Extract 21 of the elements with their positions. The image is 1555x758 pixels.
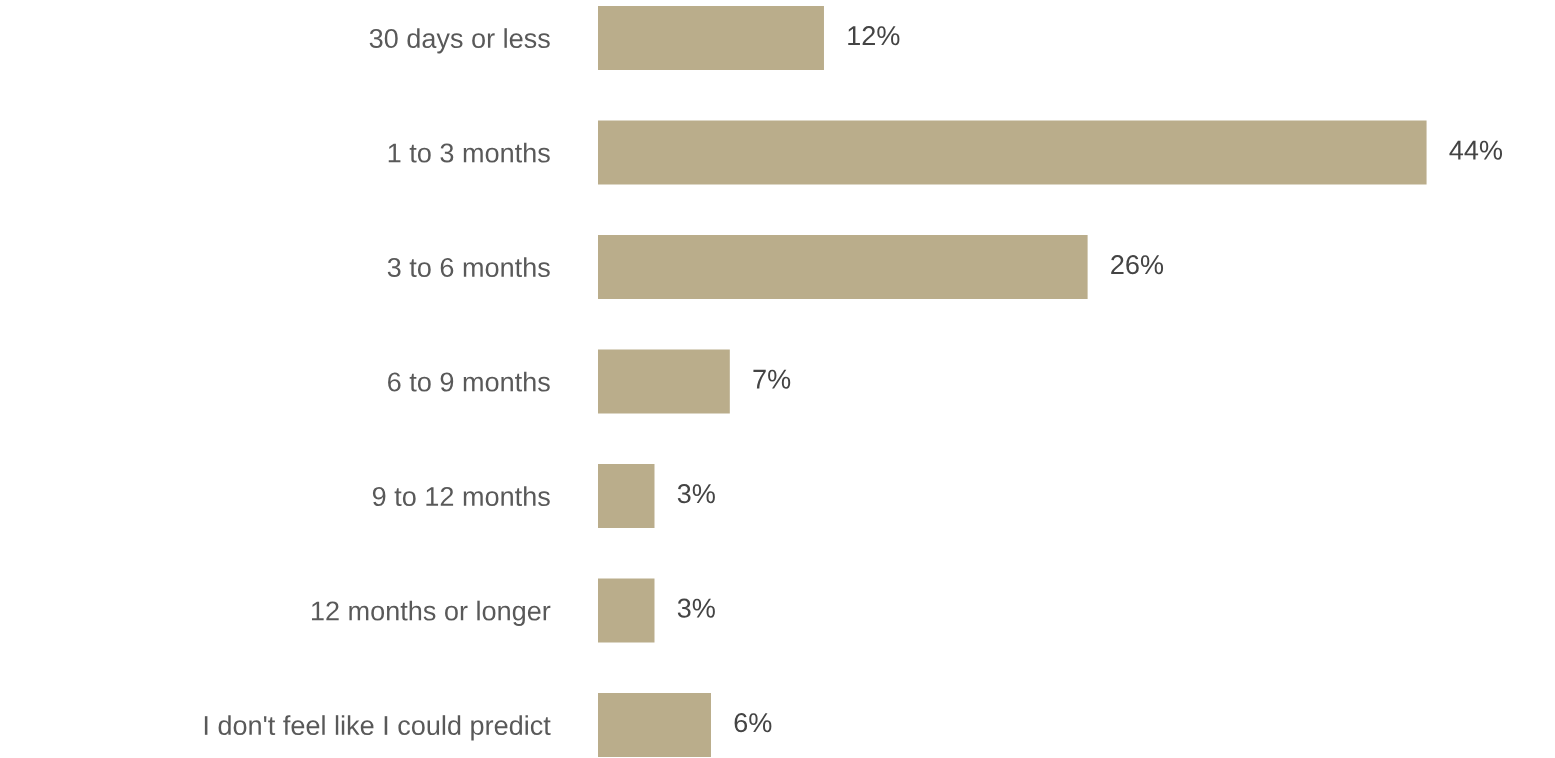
data-label: 26% [1111,255,1164,275]
data-label: 7% [753,369,791,389]
y-tick-label: 1 to 3 months [388,142,550,163]
y-tick-label: I don't feel like I could predict [204,715,551,741]
bar [598,5,824,71]
y-tick-label: 9 to 12 months [372,486,550,507]
bar [598,234,1088,300]
data-label: 3% [677,484,715,504]
y-tick-label: 6 to 9 months [388,371,550,392]
y-tick-label: 30 days or less [369,28,550,54]
data-label: 3% [677,598,715,618]
bar [598,349,730,414]
bar [598,578,655,643]
data-label: 12% [848,26,900,46]
y-tick-label: 3 to 6 months [387,257,550,278]
y-tick-label: 12 months or longer [311,600,551,626]
data-label: 44% [1449,140,1503,160]
bar [598,692,711,758]
bar [598,463,655,529]
bar [598,120,1427,185]
data-label: 6% [734,713,772,733]
